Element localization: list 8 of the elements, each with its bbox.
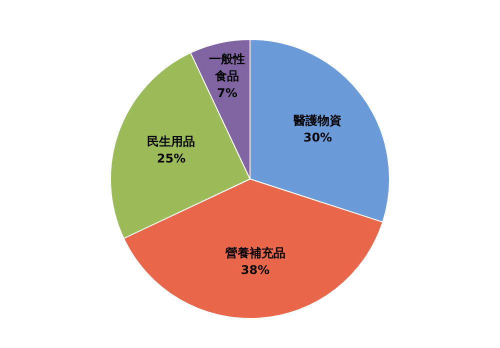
data-label: 25% [156, 151, 186, 166]
data-label: 7% [216, 86, 238, 100]
data-label: 38% [240, 263, 270, 278]
slice-label: 營養補充品 [225, 246, 286, 260]
data-label: 30% [303, 130, 332, 144]
slice-label: 一般性食品 [209, 52, 246, 84]
slice-label: 民生用品 [147, 134, 196, 148]
slice-label: 醫護物資 [294, 113, 342, 128]
